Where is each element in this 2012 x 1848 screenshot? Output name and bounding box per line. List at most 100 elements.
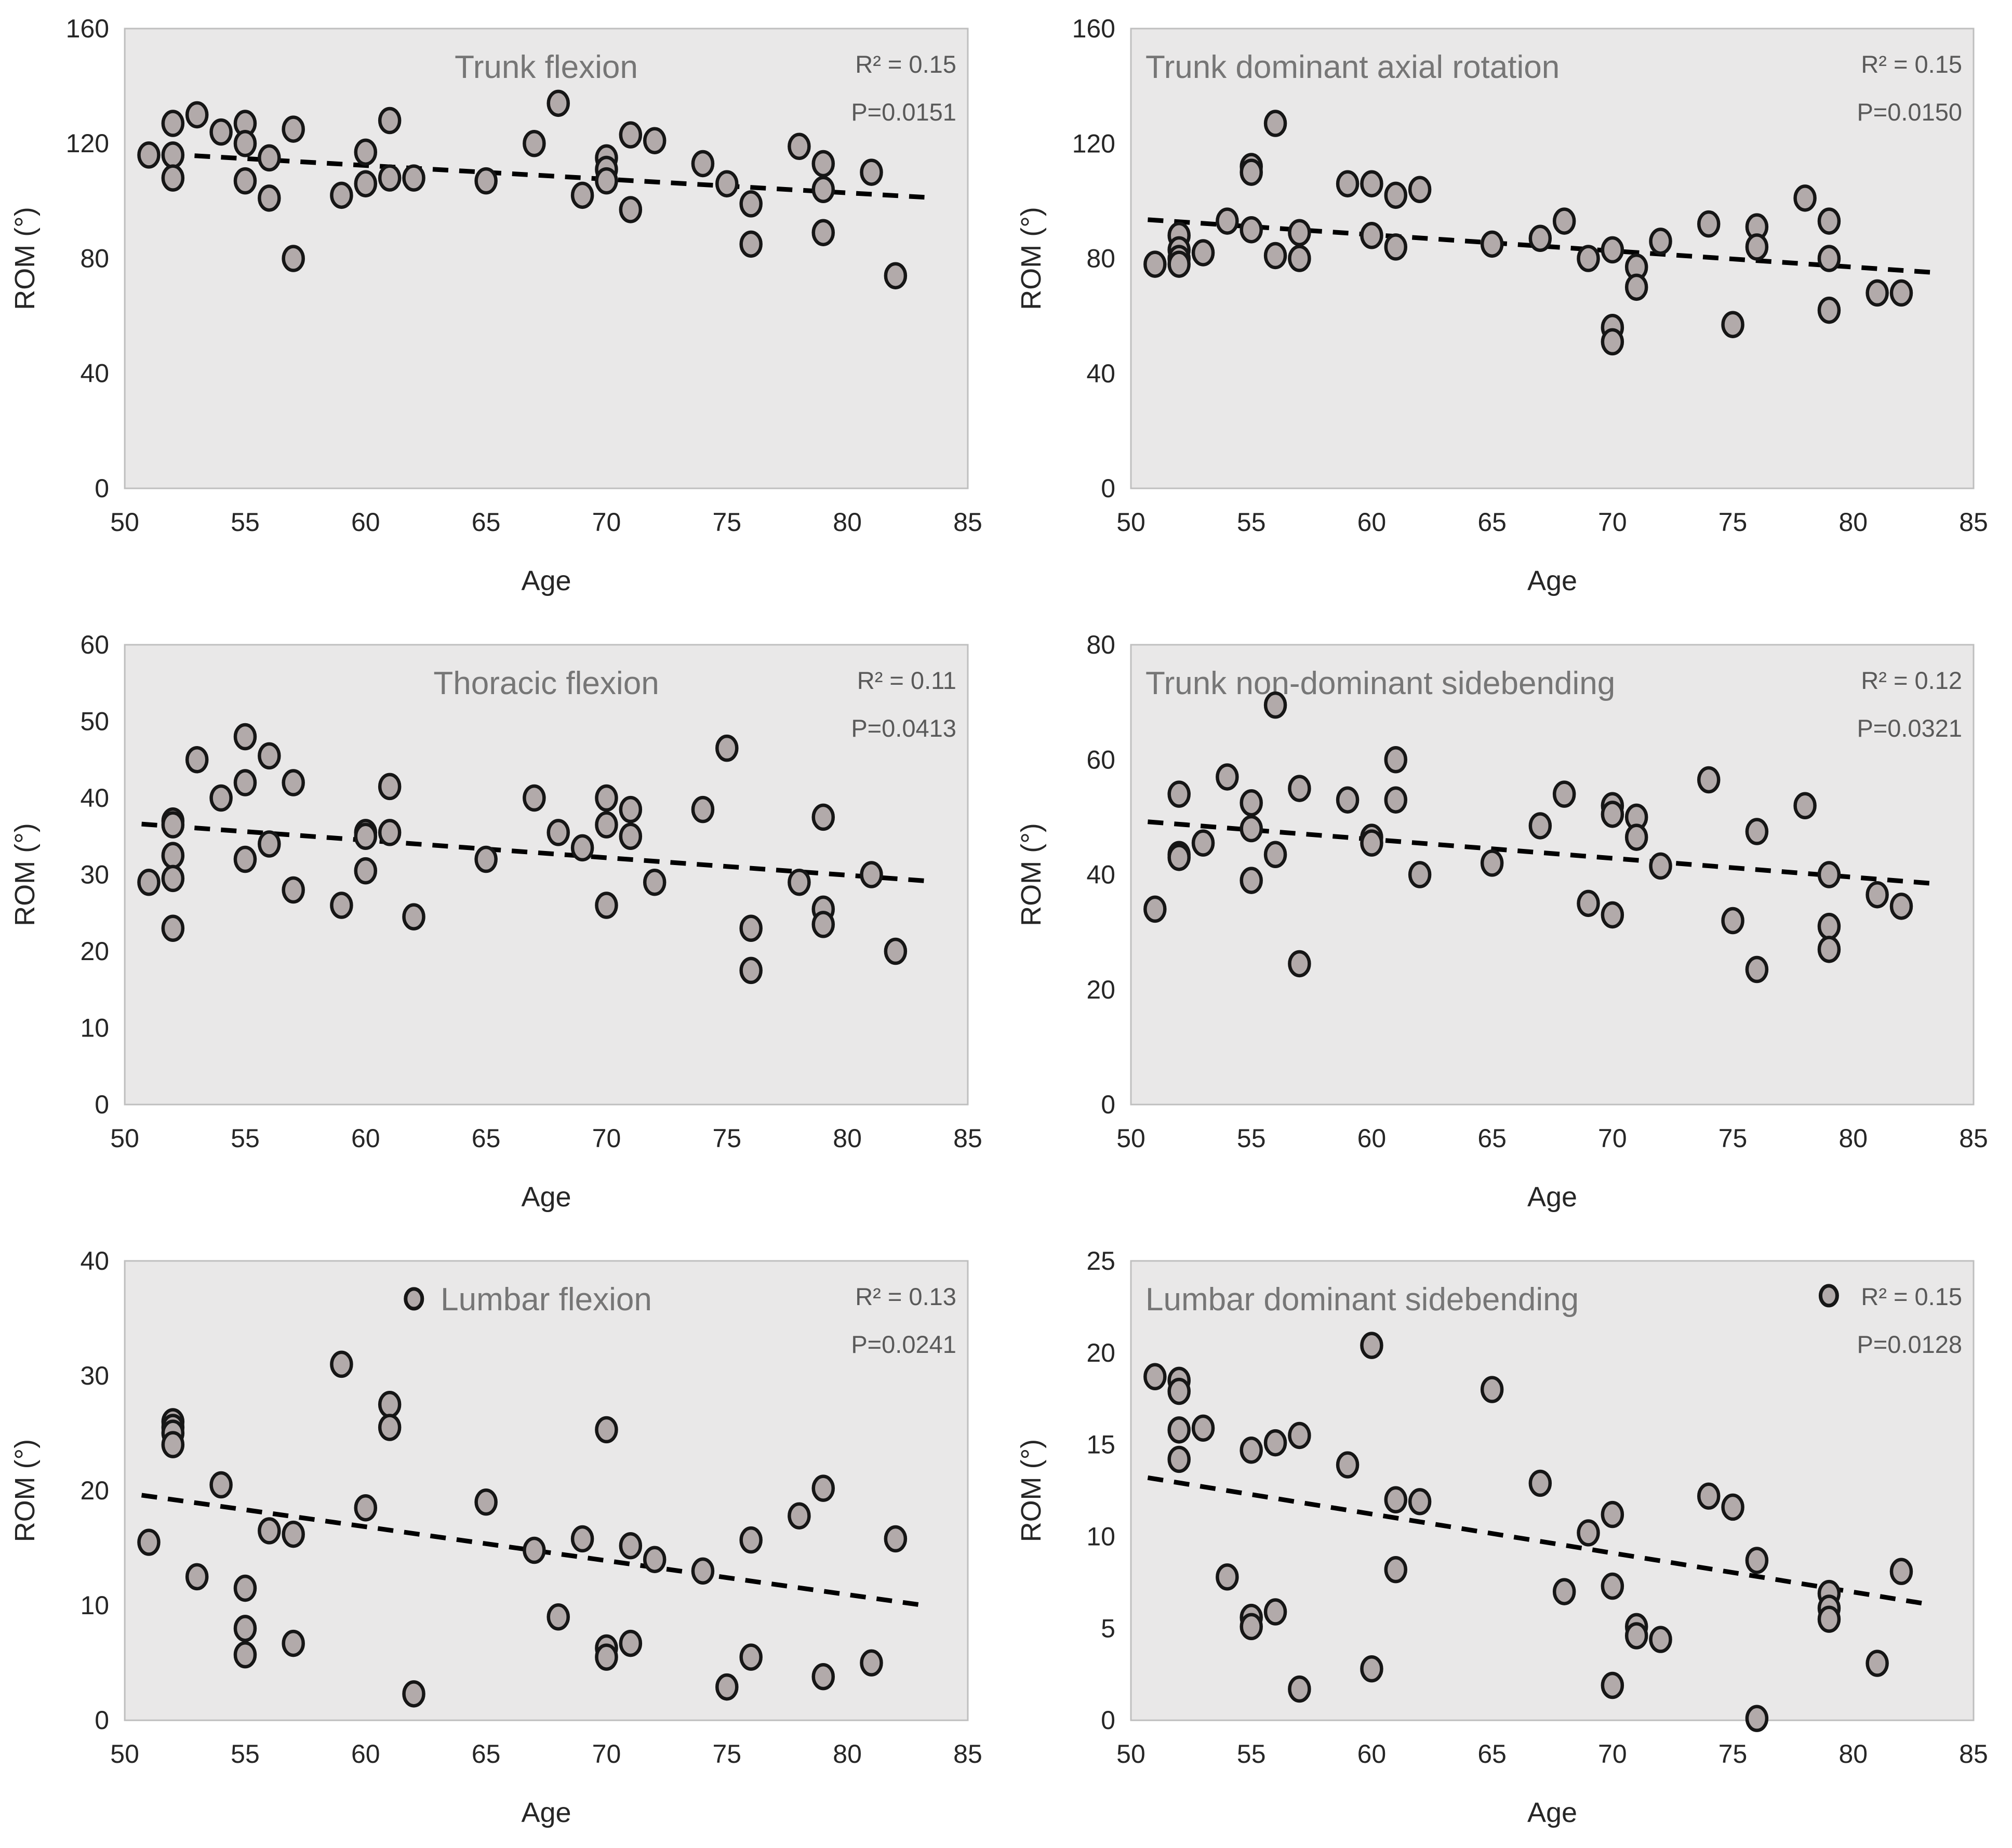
data-point	[570, 181, 594, 209]
data-point	[258, 830, 281, 858]
data-point	[474, 167, 498, 195]
data-point	[354, 1494, 378, 1522]
p-value-label: P=0.0150	[1857, 98, 1962, 126]
y-axis-title: ROM (°)	[1016, 1439, 1047, 1542]
y-tick-label: 0	[95, 1706, 109, 1735]
scatter-panel-svg: 0 40 80 120 160 50 55 60 65 70 75 80 85 Age ROM (°) Tru…	[9, 14, 982, 596]
data-point	[209, 784, 233, 812]
data-point	[402, 164, 425, 192]
data-point	[1384, 746, 1408, 774]
chart-thoracic-flexion: 0 10 20 30 40 50 60 50 55 60 65 70 75 80 85 Age ROM (°) T…	[0, 616, 1006, 1232]
data-point	[354, 822, 378, 850]
x-tick-label: 85	[1959, 1739, 1988, 1769]
data-point	[860, 158, 883, 186]
x-tick-label: 75	[712, 508, 741, 537]
scatter-panel-svg: 0 5 10 15 20 25 50 55 60 65 70 75 80 85 Age ROM (°) Lumb…	[1016, 1246, 1988, 1828]
x-tick-label: 85	[953, 508, 982, 537]
data-point	[860, 1649, 883, 1677]
data-point	[1288, 1675, 1311, 1703]
y-tick-label: 160	[1072, 14, 1115, 43]
data-point	[691, 150, 715, 178]
data-point	[1552, 1578, 1576, 1605]
x-tick-label: 50	[1116, 1124, 1145, 1153]
data-point	[282, 876, 305, 904]
x-tick-label: 80	[1838, 508, 1868, 537]
legend-marker-icon	[1818, 1284, 1839, 1308]
data-point	[1408, 176, 1432, 203]
data-point	[1697, 1482, 1721, 1510]
data-point	[619, 822, 643, 850]
y-tick-label: 60	[1086, 745, 1115, 774]
data-point	[1552, 780, 1576, 808]
data-point	[378, 1391, 402, 1418]
panel-title: Lumbar flexion	[441, 1282, 652, 1318]
x-tick-label: 60	[1357, 1124, 1387, 1153]
data-point	[209, 1471, 233, 1499]
x-axis-title: Age	[521, 1181, 571, 1213]
y-tick-label: 40	[1086, 860, 1115, 889]
data-point	[1288, 245, 1311, 272]
data-point	[1191, 239, 1215, 267]
data-point	[1216, 763, 1239, 791]
data-point	[1240, 867, 1263, 894]
x-tick-label: 60	[351, 1124, 380, 1153]
data-point	[282, 115, 305, 143]
data-point	[1649, 1626, 1672, 1653]
data-point	[884, 937, 908, 965]
data-point	[209, 118, 233, 146]
data-point	[715, 1673, 739, 1701]
data-point	[233, 845, 257, 873]
y-tick-label: 0	[1101, 1090, 1115, 1119]
data-point	[595, 784, 618, 812]
data-point	[474, 1488, 498, 1516]
data-point	[378, 1414, 402, 1441]
data-point	[378, 773, 402, 801]
data-point	[1263, 242, 1287, 270]
data-point	[1649, 228, 1672, 255]
data-point	[1793, 184, 1817, 212]
data-point	[1601, 1572, 1624, 1600]
x-tick-label: 85	[953, 1124, 982, 1153]
x-tick-label: 65	[1477, 1739, 1507, 1769]
data-point	[1745, 1705, 1769, 1732]
data-point	[691, 795, 715, 823]
plot-area	[124, 28, 969, 489]
data-point	[1360, 829, 1383, 857]
y-axis-title: ROM (°)	[1016, 207, 1047, 310]
plot-area	[1130, 1260, 1975, 1721]
data-point	[1866, 279, 1889, 307]
data-point	[1601, 328, 1624, 356]
x-tick-label: 55	[231, 1124, 260, 1153]
x-tick-label: 85	[1959, 1124, 1988, 1153]
data-point	[1697, 210, 1721, 238]
data-point	[547, 89, 570, 117]
data-point	[1263, 841, 1287, 869]
data-point	[1240, 158, 1263, 186]
chart-trunk-non-dominant-sidebending: 0 20 40 60 80 50 55 60 65 70 75 80 85 Age ROM (°) Trunk…	[1006, 616, 2012, 1232]
data-point	[1624, 1622, 1648, 1650]
data-point	[378, 164, 402, 192]
y-tick-label: 10	[80, 1591, 109, 1620]
data-point	[1577, 1519, 1600, 1547]
data-point	[715, 170, 739, 197]
x-tick-label: 80	[833, 508, 862, 537]
x-tick-label: 75	[1718, 1124, 1748, 1153]
data-point	[1384, 233, 1408, 261]
scatter-panel-svg: 0 20 40 60 80 50 55 60 65 70 75 80 85 Age ROM (°) Trunk…	[1016, 630, 1988, 1213]
data-point	[1216, 1563, 1239, 1591]
data-point	[811, 911, 835, 938]
legend-marker-icon	[404, 1287, 424, 1311]
data-point	[811, 150, 835, 178]
data-point	[354, 857, 378, 885]
data-point	[330, 181, 353, 209]
chart-trunk-dominant-axial-rotation: 0 40 80 120 160 50 55 60 65 70 75 80 85 Age ROM (°) Tru…	[1006, 0, 2012, 616]
data-point	[1384, 1555, 1408, 1584]
plot-area	[124, 644, 969, 1106]
data-point	[788, 132, 811, 161]
y-axis-title: ROM (°)	[9, 823, 41, 926]
data-point	[811, 1663, 835, 1691]
data-point	[1336, 786, 1360, 814]
x-tick-label: 65	[1477, 508, 1507, 537]
p-value-label: P=0.0413	[851, 714, 956, 742]
data-point	[1866, 881, 1889, 909]
